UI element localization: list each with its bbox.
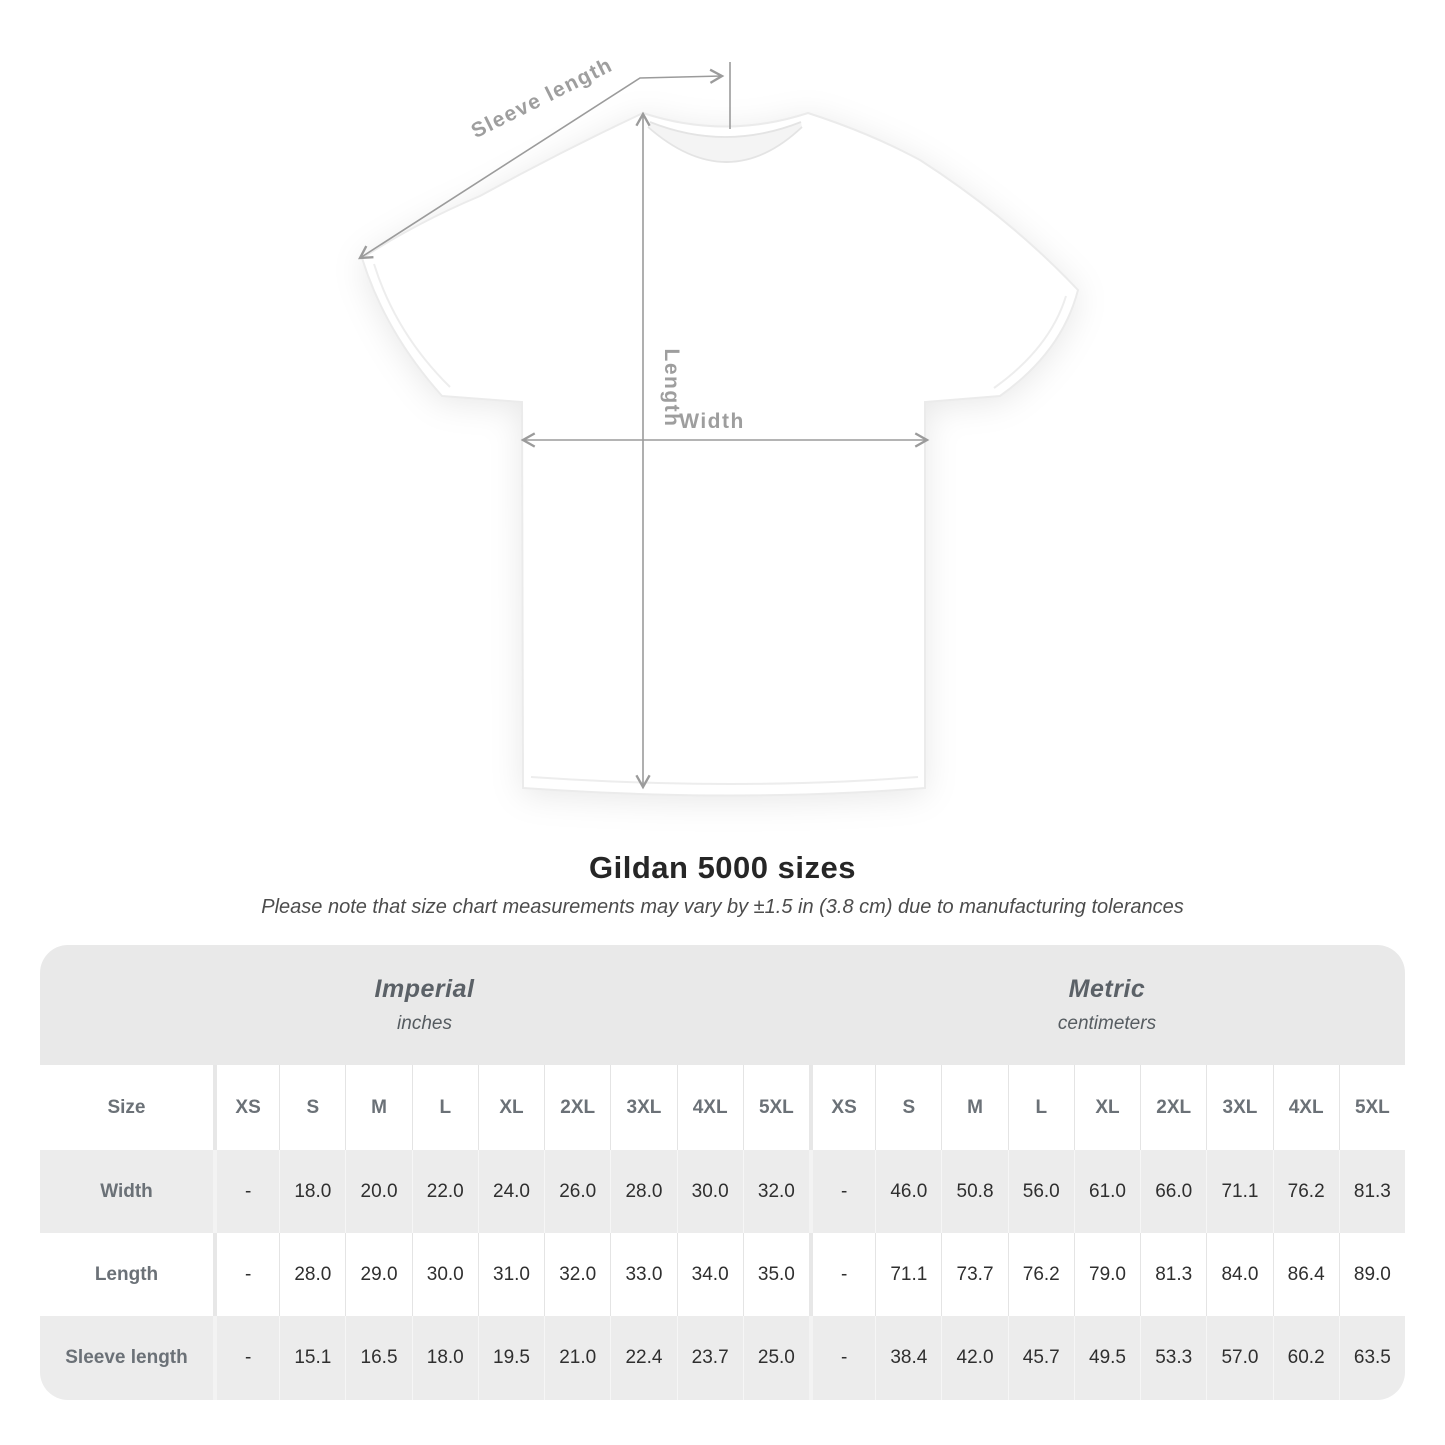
value-cell: 28.0 [610, 1150, 677, 1233]
value-cell: - [213, 1316, 280, 1400]
row-label-length: Length [40, 1233, 213, 1316]
sleeve-length-label: Sleeve length [468, 53, 617, 143]
value-cell: 53.3 [1140, 1316, 1207, 1400]
value-cell: 45.7 [1007, 1316, 1074, 1400]
size-header-metric-xl: XL [1073, 1065, 1141, 1150]
page-title: Gildan 5000 sizes [589, 850, 856, 885]
metric-unit-header: Metric centimeters [808, 945, 1405, 1065]
value-cell: 18.0 [279, 1150, 346, 1233]
value-cell: 35.0 [742, 1233, 809, 1316]
value-cell: 25.0 [742, 1316, 809, 1400]
value-cell: - [808, 1233, 876, 1316]
value-cell: 76.2 [1272, 1150, 1339, 1233]
value-cell: 22.4 [610, 1316, 677, 1400]
size-header-imperial-xs: XS [213, 1065, 280, 1150]
value-cell: 79.0 [1073, 1233, 1141, 1316]
value-cell: 46.0 [875, 1150, 942, 1233]
value-cell: 29.0 [345, 1233, 412, 1316]
value-cell: 31.0 [477, 1233, 545, 1316]
size-header-metric-s: S [875, 1065, 942, 1150]
value-cell: 21.0 [544, 1316, 611, 1400]
right-sleeve-hem-seam [993, 295, 1067, 389]
value-cell: 30.0 [676, 1150, 743, 1233]
value-cell: 34.0 [676, 1233, 743, 1316]
value-cell: 28.0 [279, 1233, 346, 1316]
value-cell: 20.0 [345, 1150, 412, 1233]
value-cell: 42.0 [941, 1316, 1008, 1400]
value-cell: 63.5 [1338, 1316, 1405, 1400]
imperial-unit-header: Imperial inches [40, 945, 809, 1065]
value-cell: - [808, 1316, 876, 1400]
size-header-metric-m: M [941, 1065, 1008, 1150]
value-cell: 49.5 [1073, 1316, 1141, 1400]
row-label-width: Width [40, 1150, 213, 1233]
value-cell: 71.1 [875, 1233, 942, 1316]
value-cell: 76.2 [1007, 1233, 1074, 1316]
value-cell: 56.0 [1007, 1150, 1074, 1233]
left-sleeve-hem-seam [373, 263, 451, 388]
value-cell: 73.7 [941, 1233, 1008, 1316]
value-cell: 30.0 [411, 1233, 478, 1316]
value-cell: 71.1 [1206, 1150, 1273, 1233]
value-cell: 26.0 [544, 1150, 611, 1233]
tshirt-measurement-diagram: Sleeve length Length Width [357, 53, 1080, 797]
size-header-imperial-5xl: 5XL [742, 1065, 809, 1150]
size-header-metric-3xl: 3XL [1206, 1065, 1273, 1150]
value-cell: 18.0 [411, 1316, 478, 1400]
value-cell: 24.0 [477, 1150, 545, 1233]
row-label-sleeve-length: Sleeve length [40, 1316, 213, 1400]
size-header-imperial-3xl: 3XL [610, 1065, 677, 1150]
size-header-imperial-2xl: 2XL [544, 1065, 611, 1150]
value-cell: 60.2 [1272, 1316, 1339, 1400]
value-cell: 32.0 [544, 1233, 611, 1316]
value-cell: 33.0 [610, 1233, 677, 1316]
tshirt-illustration [360, 111, 1080, 797]
size-table: Imperial inches Metric centimeters Size X… [40, 945, 1405, 1400]
size-header-metric-xs: XS [808, 1065, 876, 1150]
value-cell: 22.0 [411, 1150, 478, 1233]
size-header-metric-5xl: 5XL [1338, 1065, 1405, 1150]
value-cell: 84.0 [1206, 1233, 1273, 1316]
value-cell: 81.3 [1140, 1233, 1207, 1316]
value-cell: 50.8 [941, 1150, 1008, 1233]
size-header-metric-l: L [1007, 1065, 1074, 1150]
value-cell: 15.1 [279, 1316, 346, 1400]
size-header-imperial-s: S [279, 1065, 346, 1150]
bottom-hem-seam [530, 776, 919, 785]
size-header-metric-4xl: 4XL [1272, 1065, 1339, 1150]
value-cell: 57.0 [1206, 1316, 1273, 1400]
width-label: Width [679, 410, 745, 433]
imperial-sublabel: inches [397, 1013, 452, 1034]
size-header-imperial-l: L [411, 1065, 478, 1150]
value-cell: 61.0 [1073, 1150, 1141, 1233]
size-header-metric-2xl: 2XL [1140, 1065, 1207, 1150]
tolerance-note: Please note that size chart measurements… [261, 896, 1184, 918]
size-header-imperial-xl: XL [477, 1065, 545, 1150]
imperial-label: Imperial [374, 975, 475, 1003]
value-cell: 66.0 [1140, 1150, 1207, 1233]
value-cell: 38.4 [875, 1316, 942, 1400]
size-column-header: Size [40, 1065, 213, 1150]
value-cell: - [808, 1150, 876, 1233]
value-cell: 16.5 [345, 1316, 412, 1400]
sleeve-length-arrow [357, 68, 725, 260]
size-header-imperial-4xl: 4XL [676, 1065, 743, 1150]
value-cell: 81.3 [1338, 1150, 1405, 1233]
value-cell: 86.4 [1272, 1233, 1339, 1316]
value-cell: 32.0 [742, 1150, 809, 1233]
metric-sublabel: centimeters [1057, 1013, 1157, 1034]
value-cell: 19.5 [477, 1316, 545, 1400]
value-cell: - [213, 1233, 280, 1316]
size-header-imperial-m: M [345, 1065, 412, 1150]
metric-label: Metric [1068, 975, 1146, 1003]
length-label: Length [660, 349, 683, 428]
value-cell: 89.0 [1338, 1233, 1405, 1316]
tshirt-body [360, 111, 1080, 797]
value-cell: 23.7 [676, 1316, 743, 1400]
value-cell: - [213, 1150, 280, 1233]
